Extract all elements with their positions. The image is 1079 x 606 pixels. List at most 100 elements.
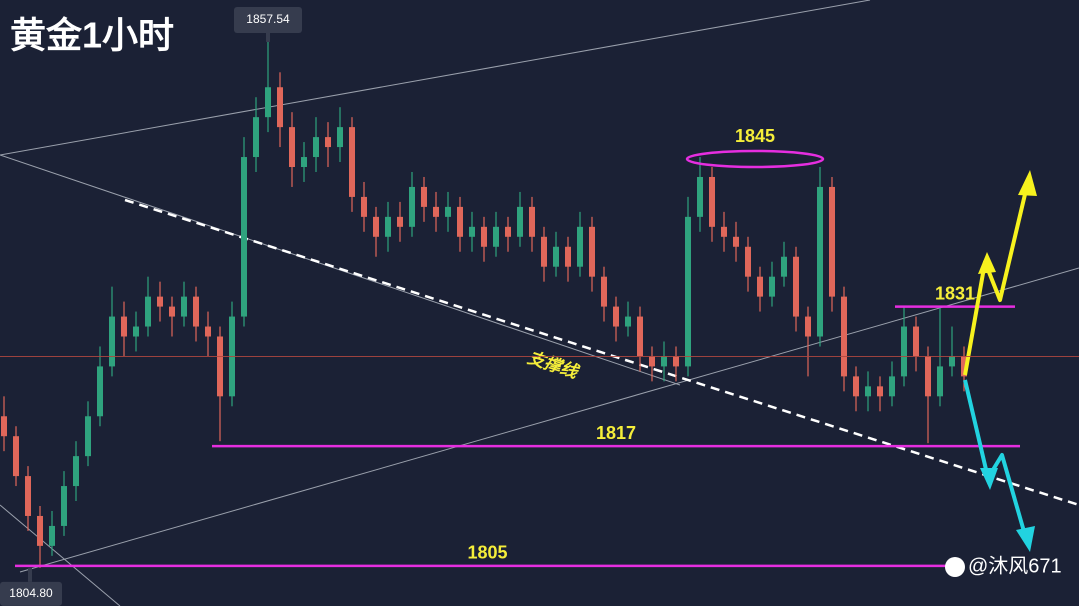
candle-body [685, 216, 691, 367]
candle-body [529, 206, 535, 237]
candle-body [181, 296, 187, 317]
candle-body [769, 276, 775, 297]
candle-body [925, 356, 931, 397]
candle-body [613, 306, 619, 327]
arrow-head [1018, 170, 1037, 196]
candle-body [829, 186, 835, 297]
candle-body [673, 356, 679, 367]
candle-body [637, 316, 643, 357]
channel-line [0, 0, 871, 156]
levels: 1831 1817 1805 1845 [15, 126, 1020, 568]
watermark-text: @沐风671 [968, 554, 1062, 577]
candle-body [265, 87, 271, 118]
candle-body [37, 515, 43, 546]
candle-body [745, 246, 751, 277]
candle-body [409, 186, 415, 227]
chart-title: 黄金1小时 [10, 15, 174, 56]
low-label: 1804.80 [9, 586, 53, 600]
candle-body [25, 476, 31, 516]
candle-body [373, 216, 379, 237]
candle-body [805, 316, 811, 337]
candle-body [109, 316, 115, 367]
up-arrow [963, 189, 1028, 376]
candle-body [841, 296, 847, 377]
arrow-head [1016, 526, 1035, 552]
candle-body [217, 336, 223, 397]
candle-body [313, 137, 319, 158]
candle-body [49, 525, 55, 546]
arrow-head [980, 468, 998, 490]
candle-body [733, 236, 739, 247]
candle-body [889, 376, 895, 397]
down-arrow [963, 379, 1027, 536]
support-label: 支撑线 [525, 348, 581, 382]
candle-body [361, 196, 367, 217]
level-label: 1817 [596, 423, 636, 443]
candle-body [121, 316, 127, 337]
candle-body [253, 117, 259, 158]
candle-body [625, 316, 631, 327]
candle-body [517, 206, 523, 237]
candle-body [817, 186, 823, 337]
watermark-icon [945, 557, 965, 577]
candle-body [937, 366, 943, 397]
candle-body [205, 326, 211, 337]
candle-body [73, 456, 79, 487]
channel-line [19, 267, 1079, 573]
candle-body [85, 416, 91, 457]
candle-body [97, 366, 103, 417]
high-label-box [234, 6, 302, 33]
candle-body [697, 176, 703, 217]
candle-body [853, 376, 859, 397]
candle-body [877, 386, 883, 397]
candle-body [397, 216, 403, 227]
candle-body [469, 226, 475, 237]
candle-body [649, 356, 655, 367]
candle-body [601, 276, 607, 307]
candle-body [913, 326, 919, 357]
candle-body [301, 157, 307, 168]
low-label-box [0, 581, 62, 606]
candle-body [781, 256, 787, 277]
candle-body [13, 436, 19, 477]
candle-body [577, 226, 583, 267]
candle-body [661, 356, 667, 367]
candle-body [61, 486, 67, 526]
candle-body [241, 157, 247, 317]
candle-body [325, 137, 331, 148]
candle-body [901, 326, 907, 377]
candle-body [493, 226, 499, 247]
candles [1, 41, 967, 568]
candle-body [565, 246, 571, 267]
candle-body [589, 226, 595, 277]
candle-body [481, 226, 487, 247]
candle-body [337, 127, 343, 148]
highlight-ellipse [685, 149, 825, 169]
watermark: @沐风671 [945, 554, 1062, 577]
candle-body [961, 356, 967, 377]
support-line [124, 198, 1079, 507]
candle-body [793, 256, 799, 317]
channel-line [0, 504, 121, 606]
candle-body [949, 356, 955, 367]
candle-body [1, 416, 7, 437]
candle-body [169, 306, 175, 317]
level-label: 1831 [935, 283, 975, 303]
candle-body [721, 226, 727, 237]
candle-body [445, 206, 451, 217]
level-label: 1805 [467, 543, 507, 563]
candle-body [157, 296, 163, 307]
arrow-head [978, 252, 996, 274]
candle-body [541, 236, 547, 267]
high-label: 1857.54 [246, 12, 290, 26]
candle-body [193, 296, 199, 327]
candle-body [553, 246, 559, 267]
candle-body [385, 216, 391, 237]
candle-body [433, 206, 439, 217]
candle-body [865, 386, 871, 397]
candle-body [457, 206, 463, 237]
candle-body [289, 127, 295, 168]
